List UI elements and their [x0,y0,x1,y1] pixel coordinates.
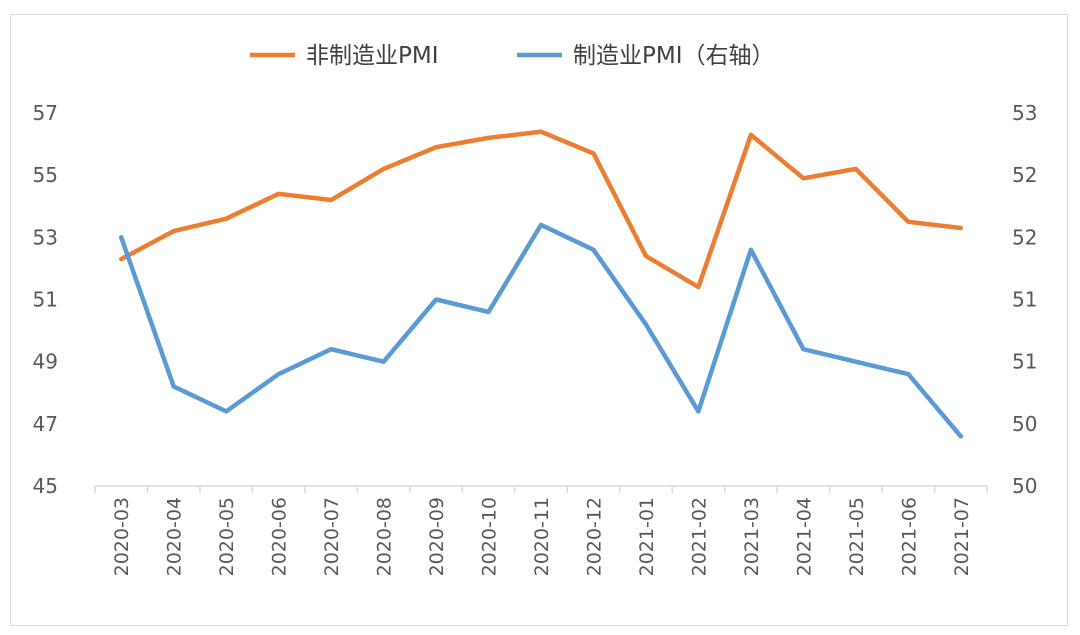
y-right-tick-label: 52 [1012,163,1037,187]
x-tick-label: 2021-06 [898,497,920,576]
y-left-tick-label: 47 [33,412,58,436]
x-tick-label: 2020-04 [164,497,186,576]
y-left-tick-label: 49 [33,350,58,374]
legend: 非制造业PMI 制造业PMI（右轴） [250,43,775,69]
x-tick-label: 2020-09 [426,497,448,576]
x-tick-label: 2020-03 [111,497,133,576]
y-right-tick-label: 52 [1012,225,1037,249]
x-tick-label: 2021-05 [846,497,868,576]
legend-label-1: 非制造业PMI [306,43,439,69]
x-tick-label: 2020-10 [479,497,501,576]
y-right-tick-label: 51 [1012,288,1037,312]
series-layer [118,129,964,439]
y-left-tick-label: 51 [33,288,58,312]
series-line-1 [118,129,964,290]
axes: 2020-03 2020-04 2020-05 2020-06 2020-07 2020-… [33,101,1038,576]
x-tick-label: 2020-05 [216,497,238,576]
x-tick-label: 2021-02 [688,497,710,576]
x-tick-label: 2021-04 [793,497,815,576]
x-tick-label: 2021-07 [951,497,973,576]
y-right-tick-label: 50 [1012,412,1037,436]
series-line-2 [118,222,964,439]
x-tick-label: 2020-11 [531,497,553,576]
y-left-tick-label: 55 [33,163,58,187]
x-tick-label: 2021-03 [741,497,763,576]
y-left-tick-label: 57 [33,101,58,125]
x-tick-label: 2020-12 [583,497,605,576]
y-right-tick-label: 53 [1012,101,1037,125]
y-right-tick-label: 50 [1012,474,1037,498]
x-tick-label: 2020-07 [321,497,343,576]
legend-label-2: 制造业PMI（右轴） [573,43,775,69]
x-tick-label: 2020-08 [374,497,396,576]
x-tick-label: 2021-01 [636,497,658,576]
y-left-tick-label: 45 [33,474,58,498]
chart-frame [10,14,1068,626]
y-left-tick-label: 53 [33,225,58,249]
y-right-tick-label: 51 [1012,350,1037,374]
x-tick-label: 2020-06 [269,497,291,576]
